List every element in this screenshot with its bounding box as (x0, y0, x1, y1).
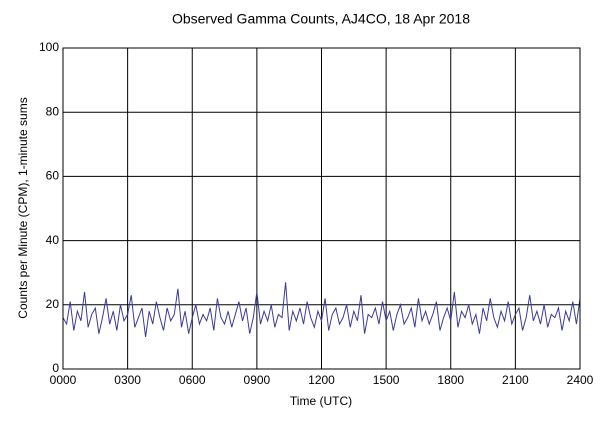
x-axis-label: Time (UTC) (290, 394, 352, 408)
data-line (62, 282, 581, 337)
x-tick-label: 2100 (502, 373, 529, 387)
y-axis-label: Counts per Minute (CPM), 1-minute sums (16, 97, 30, 318)
y-tick-label: 40 (46, 233, 60, 247)
chart-title: Observed Gamma Counts, AJ4CO, 18 Apr 201… (172, 11, 470, 27)
x-tick-label: 1200 (308, 373, 335, 387)
y-tick-label: 0 (52, 361, 59, 375)
x-tick-label: 1500 (373, 373, 400, 387)
x-tick-label: 2400 (567, 373, 594, 387)
x-tick-label: 0600 (179, 373, 206, 387)
x-tick-label: 0000 (50, 373, 77, 387)
x-tick-label: 1800 (437, 373, 464, 387)
y-tick-label: 80 (46, 104, 60, 118)
y-tick-label: 60 (46, 169, 60, 183)
x-tick-label: 0300 (114, 373, 141, 387)
x-tick-label: 0900 (244, 373, 271, 387)
y-tick-label: 100 (39, 40, 59, 54)
y-tick-label: 20 (46, 297, 60, 311)
plot-frame (62, 47, 581, 370)
